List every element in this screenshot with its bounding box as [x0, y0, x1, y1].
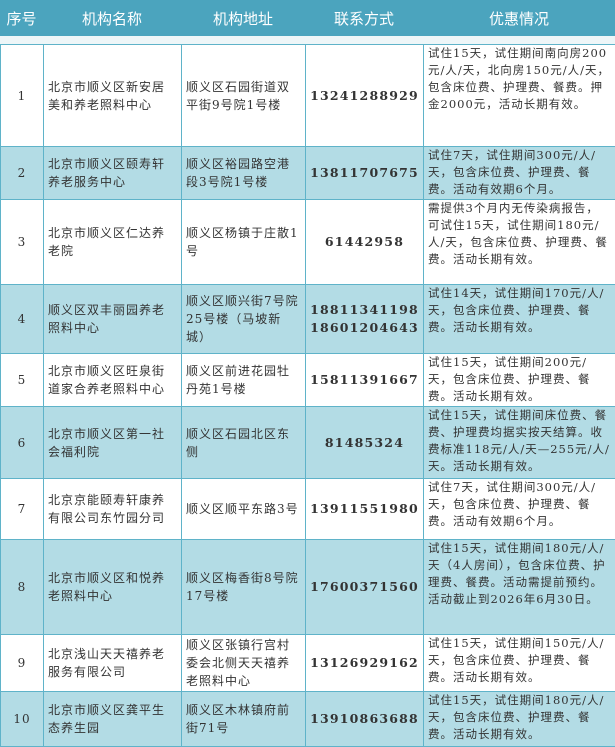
header-contact: 联系方式	[305, 0, 423, 36]
row-number: 7	[1, 479, 44, 540]
phone-number: 18601204643	[310, 319, 419, 337]
offer-details: 试住15天，试住期间200元/天，包含床位费、护理费、餐费。活动长期有效。	[424, 354, 615, 407]
row-number: 5	[1, 354, 44, 407]
phone-number: 15811391667	[310, 371, 419, 389]
contact-phone: 13911551980	[306, 479, 424, 540]
phone-number: 18811341198	[310, 301, 419, 319]
institution-address: 顺义区张镇行宫村委会北侧天天禧养老照料中心	[182, 635, 306, 692]
table-header: 序号 机构名称 机构地址 联系方式 优惠情况	[0, 0, 615, 36]
phone-number: 13126929162	[310, 654, 419, 672]
offer-details: 试住7天，试住期间300元/人/天，包含床位费、护理费、餐费。活动有效期6个月。	[424, 479, 615, 540]
row-number: 2	[1, 147, 44, 200]
offer-details: 试住15天，试住期间180元/人/天，包含床位费、护理费、餐费。活动长期有效。	[424, 692, 615, 747]
institution-name: 北京市顺义区龚平生态养生园	[44, 692, 182, 747]
phone-number: 81485324	[310, 434, 419, 452]
row-number: 3	[1, 200, 44, 285]
institution-address: 顺义区木林镇府前街71号	[182, 692, 306, 747]
institution-name: 北京市顺义区旺泉街道家合养老照料中心	[44, 354, 182, 407]
contact-phone: 81485324	[306, 407, 424, 479]
institution-address: 顺义区石园街道双平街9号院1号楼	[182, 45, 306, 147]
institution-address: 顺义区顺平东路3号	[182, 479, 306, 540]
row-number: 9	[1, 635, 44, 692]
header-offer: 优惠情况	[423, 0, 615, 36]
phone-number: 61442958	[310, 233, 419, 251]
contact-phone: 61442958	[306, 200, 424, 285]
phone-number: 13811707675	[310, 164, 419, 182]
offer-details: 需提供3个月内无传染病报告，可试住15天，试住期间180元/人/天，包含床位费、…	[424, 200, 615, 285]
row-number: 8	[1, 540, 44, 635]
phone-number: 13241288929	[310, 87, 419, 105]
row-number: 10	[1, 692, 44, 747]
contact-phone: 13241288929	[306, 45, 424, 147]
institution-name: 北京市顺义区第一社会福利院	[44, 407, 182, 479]
institution-name: 北京浅山天天禧养老服务有限公司	[44, 635, 182, 692]
row-number: 1	[1, 45, 44, 147]
institution-name: 北京市顺义区新安居美和养老照料中心	[44, 45, 182, 147]
offer-details: 试住15天，试住期间150元/人/天，包含床位费、护理费、餐费。活动长期有效。	[424, 635, 615, 692]
offer-details: 试住14天，试住期间170元/人/天，包含床位费、护理费、餐费。活动长期有效。	[424, 285, 615, 354]
institution-address: 顺义区前进花园牡丹苑1号楼	[182, 354, 306, 407]
institution-name: 顺义区双丰丽园养老照料中心	[44, 285, 182, 354]
contact-phone: 15811391667	[306, 354, 424, 407]
row-number: 4	[1, 285, 44, 354]
institution-name: 北京市顺义区颐寿轩养老服务中心	[44, 147, 182, 200]
institution-name: 北京京能颐寿轩康养有限公司东竹园分司	[44, 479, 182, 540]
offer-details: 试住15天，试住期间床位费、餐费、护理费均据实按天结算。收费标准118元/人/天…	[424, 407, 615, 479]
institution-name: 北京市顺义区仁达养老院	[44, 200, 182, 285]
header-no: 序号	[0, 0, 43, 36]
contact-phone: 13126929162	[306, 635, 424, 692]
institution-name: 北京市顺义区和悦养老照料中心	[44, 540, 182, 635]
phone-number: 13910863688	[310, 710, 419, 728]
offer-details: 试住7天，试住期间300元/人/天，包含床位费、护理费、餐费。活动有效期6个月。	[424, 147, 615, 200]
contact-phone: 13910863688	[306, 692, 424, 747]
institution-address: 顺义区杨镇于庄散1号	[182, 200, 306, 285]
row-number: 6	[1, 407, 44, 479]
header-name: 机构名称	[43, 0, 181, 36]
offer-details: 试住15天，试住期间南向房200元/人/天，北向房150元/人/天，包含床位费、…	[424, 45, 615, 147]
institution-address: 顺义区石园北区东侧	[182, 407, 306, 479]
contact-phone: 13811707675	[306, 147, 424, 200]
header-spacer	[0, 36, 615, 44]
contact-phone: 17600371560	[306, 540, 424, 635]
institution-address: 顺义区顺兴街7号院25号楼（马坡新城）	[182, 285, 306, 354]
header-address: 机构地址	[181, 0, 305, 36]
institution-address: 顺义区裕园路空港段3号院1号楼	[182, 147, 306, 200]
offer-details: 试住15天，试住期间180元/人/天（4人房间），包含床位费、护理费、餐费。活动…	[424, 540, 615, 635]
phone-number: 13911551980	[310, 500, 419, 518]
institution-address: 顺义区梅香街8号院17号楼	[182, 540, 306, 635]
phone-number: 17600371560	[310, 578, 419, 596]
